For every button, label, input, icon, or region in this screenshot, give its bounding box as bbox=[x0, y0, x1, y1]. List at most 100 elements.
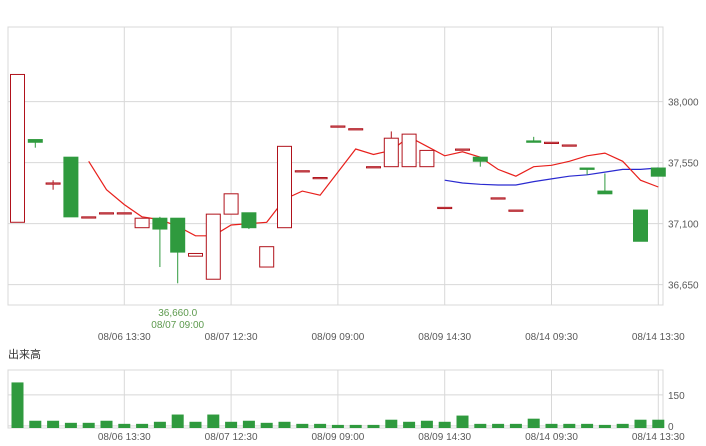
candle bbox=[188, 252, 203, 257]
volume-bar bbox=[47, 420, 60, 428]
volume-bar bbox=[527, 418, 540, 428]
candle bbox=[597, 173, 613, 195]
candle bbox=[490, 197, 506, 200]
candle-body bbox=[81, 216, 97, 219]
volume-bar bbox=[349, 424, 362, 428]
price-x-tick-label: 08/09 09:00 bbox=[311, 332, 364, 343]
candle bbox=[45, 180, 61, 190]
candle bbox=[241, 212, 257, 230]
volume-bar bbox=[634, 419, 647, 428]
candle bbox=[312, 177, 328, 180]
candle-body bbox=[437, 206, 453, 210]
candle-body bbox=[650, 167, 666, 177]
volume-bar bbox=[278, 421, 291, 428]
volume-bar bbox=[11, 382, 24, 428]
low-annotation-date: 08/07 09:00 bbox=[151, 320, 204, 331]
volume-bar bbox=[616, 423, 629, 428]
volume-x-tick-label: 08/07 12:30 bbox=[205, 432, 258, 443]
volume-bar bbox=[29, 420, 42, 428]
volume-x-axis: 08/06 13:30 08/07 12:30 08/09 09:00 08/09 1… bbox=[98, 432, 685, 443]
price-y-tick-label: 38,000 bbox=[668, 98, 699, 109]
volume-bars bbox=[11, 382, 665, 428]
price-grid bbox=[7, 26, 664, 306]
price-x-axis: 08/06 13:30 08/07 12:30 08/09 09:00 08/09 1… bbox=[98, 332, 685, 343]
candle bbox=[526, 136, 542, 143]
price-x-tick-label: 08/07 12:30 bbox=[205, 332, 258, 343]
volume-bar bbox=[153, 421, 166, 428]
candle-body bbox=[348, 128, 364, 131]
candle bbox=[10, 73, 25, 223]
candle-body bbox=[490, 197, 506, 200]
candle-body bbox=[579, 167, 595, 170]
candle-body bbox=[205, 213, 221, 280]
candle bbox=[544, 141, 559, 144]
candle-body bbox=[383, 137, 399, 168]
volume-bar bbox=[136, 423, 149, 428]
candle-body bbox=[330, 125, 346, 128]
volume-x-tick-label: 08/09 09:00 bbox=[311, 432, 364, 443]
volume-bar bbox=[331, 424, 344, 428]
candle-body bbox=[312, 177, 328, 180]
candle-body bbox=[472, 156, 488, 162]
candle bbox=[63, 156, 79, 218]
volume-bar bbox=[598, 424, 611, 428]
candle-body bbox=[170, 217, 186, 253]
candle bbox=[633, 209, 648, 242]
volume-bar bbox=[509, 423, 522, 428]
volume-bar bbox=[545, 423, 558, 428]
candle-body bbox=[10, 73, 25, 223]
candle bbox=[27, 139, 43, 148]
volume-bar bbox=[385, 419, 398, 428]
candle-body bbox=[63, 156, 79, 218]
candle bbox=[170, 217, 186, 284]
candle bbox=[294, 170, 310, 173]
candle bbox=[223, 193, 239, 215]
candle bbox=[348, 128, 364, 131]
volume-bar bbox=[260, 422, 273, 428]
volume-y-tick-label: 150 bbox=[668, 391, 685, 402]
candle bbox=[579, 167, 595, 175]
candle-body bbox=[597, 190, 613, 195]
candle bbox=[205, 213, 221, 280]
volume-bar bbox=[652, 419, 665, 428]
volume-panel-title: 出来高 bbox=[8, 347, 41, 361]
candle bbox=[401, 133, 417, 168]
volume-bar bbox=[367, 424, 380, 428]
candle-body bbox=[455, 148, 470, 151]
volume-bar bbox=[118, 423, 131, 428]
candle-body bbox=[116, 212, 132, 215]
candle-body bbox=[366, 166, 381, 169]
candle-body bbox=[134, 217, 150, 229]
candle-body bbox=[259, 246, 275, 268]
volume-bar bbox=[207, 414, 220, 428]
candle bbox=[472, 156, 488, 167]
candle bbox=[383, 131, 399, 168]
candle bbox=[561, 144, 577, 147]
volume-bar bbox=[242, 420, 255, 428]
volume-bar bbox=[64, 422, 77, 428]
price-y-tick-label: 37,550 bbox=[668, 159, 699, 170]
candle bbox=[99, 212, 114, 215]
candle-body bbox=[27, 139, 43, 143]
candle-body bbox=[526, 140, 542, 143]
volume-bar bbox=[314, 423, 327, 428]
candle bbox=[455, 148, 470, 151]
candle-body bbox=[45, 182, 61, 185]
price-y-axis: 38,000 37,550 37,100 36,650 bbox=[668, 98, 699, 292]
low-annotation-value: 36,660.0 bbox=[158, 308, 197, 319]
price-y-tick-label: 36,650 bbox=[668, 281, 699, 292]
candle-body bbox=[419, 149, 435, 168]
ma-long-series bbox=[444, 167, 659, 186]
price-x-tick-label: 08/06 13:30 bbox=[98, 332, 151, 343]
candle-body bbox=[561, 144, 577, 147]
candle bbox=[650, 167, 666, 177]
candle bbox=[508, 209, 524, 212]
volume-bar bbox=[474, 423, 487, 428]
volume-bar bbox=[189, 421, 202, 428]
volume-bar bbox=[100, 420, 113, 428]
